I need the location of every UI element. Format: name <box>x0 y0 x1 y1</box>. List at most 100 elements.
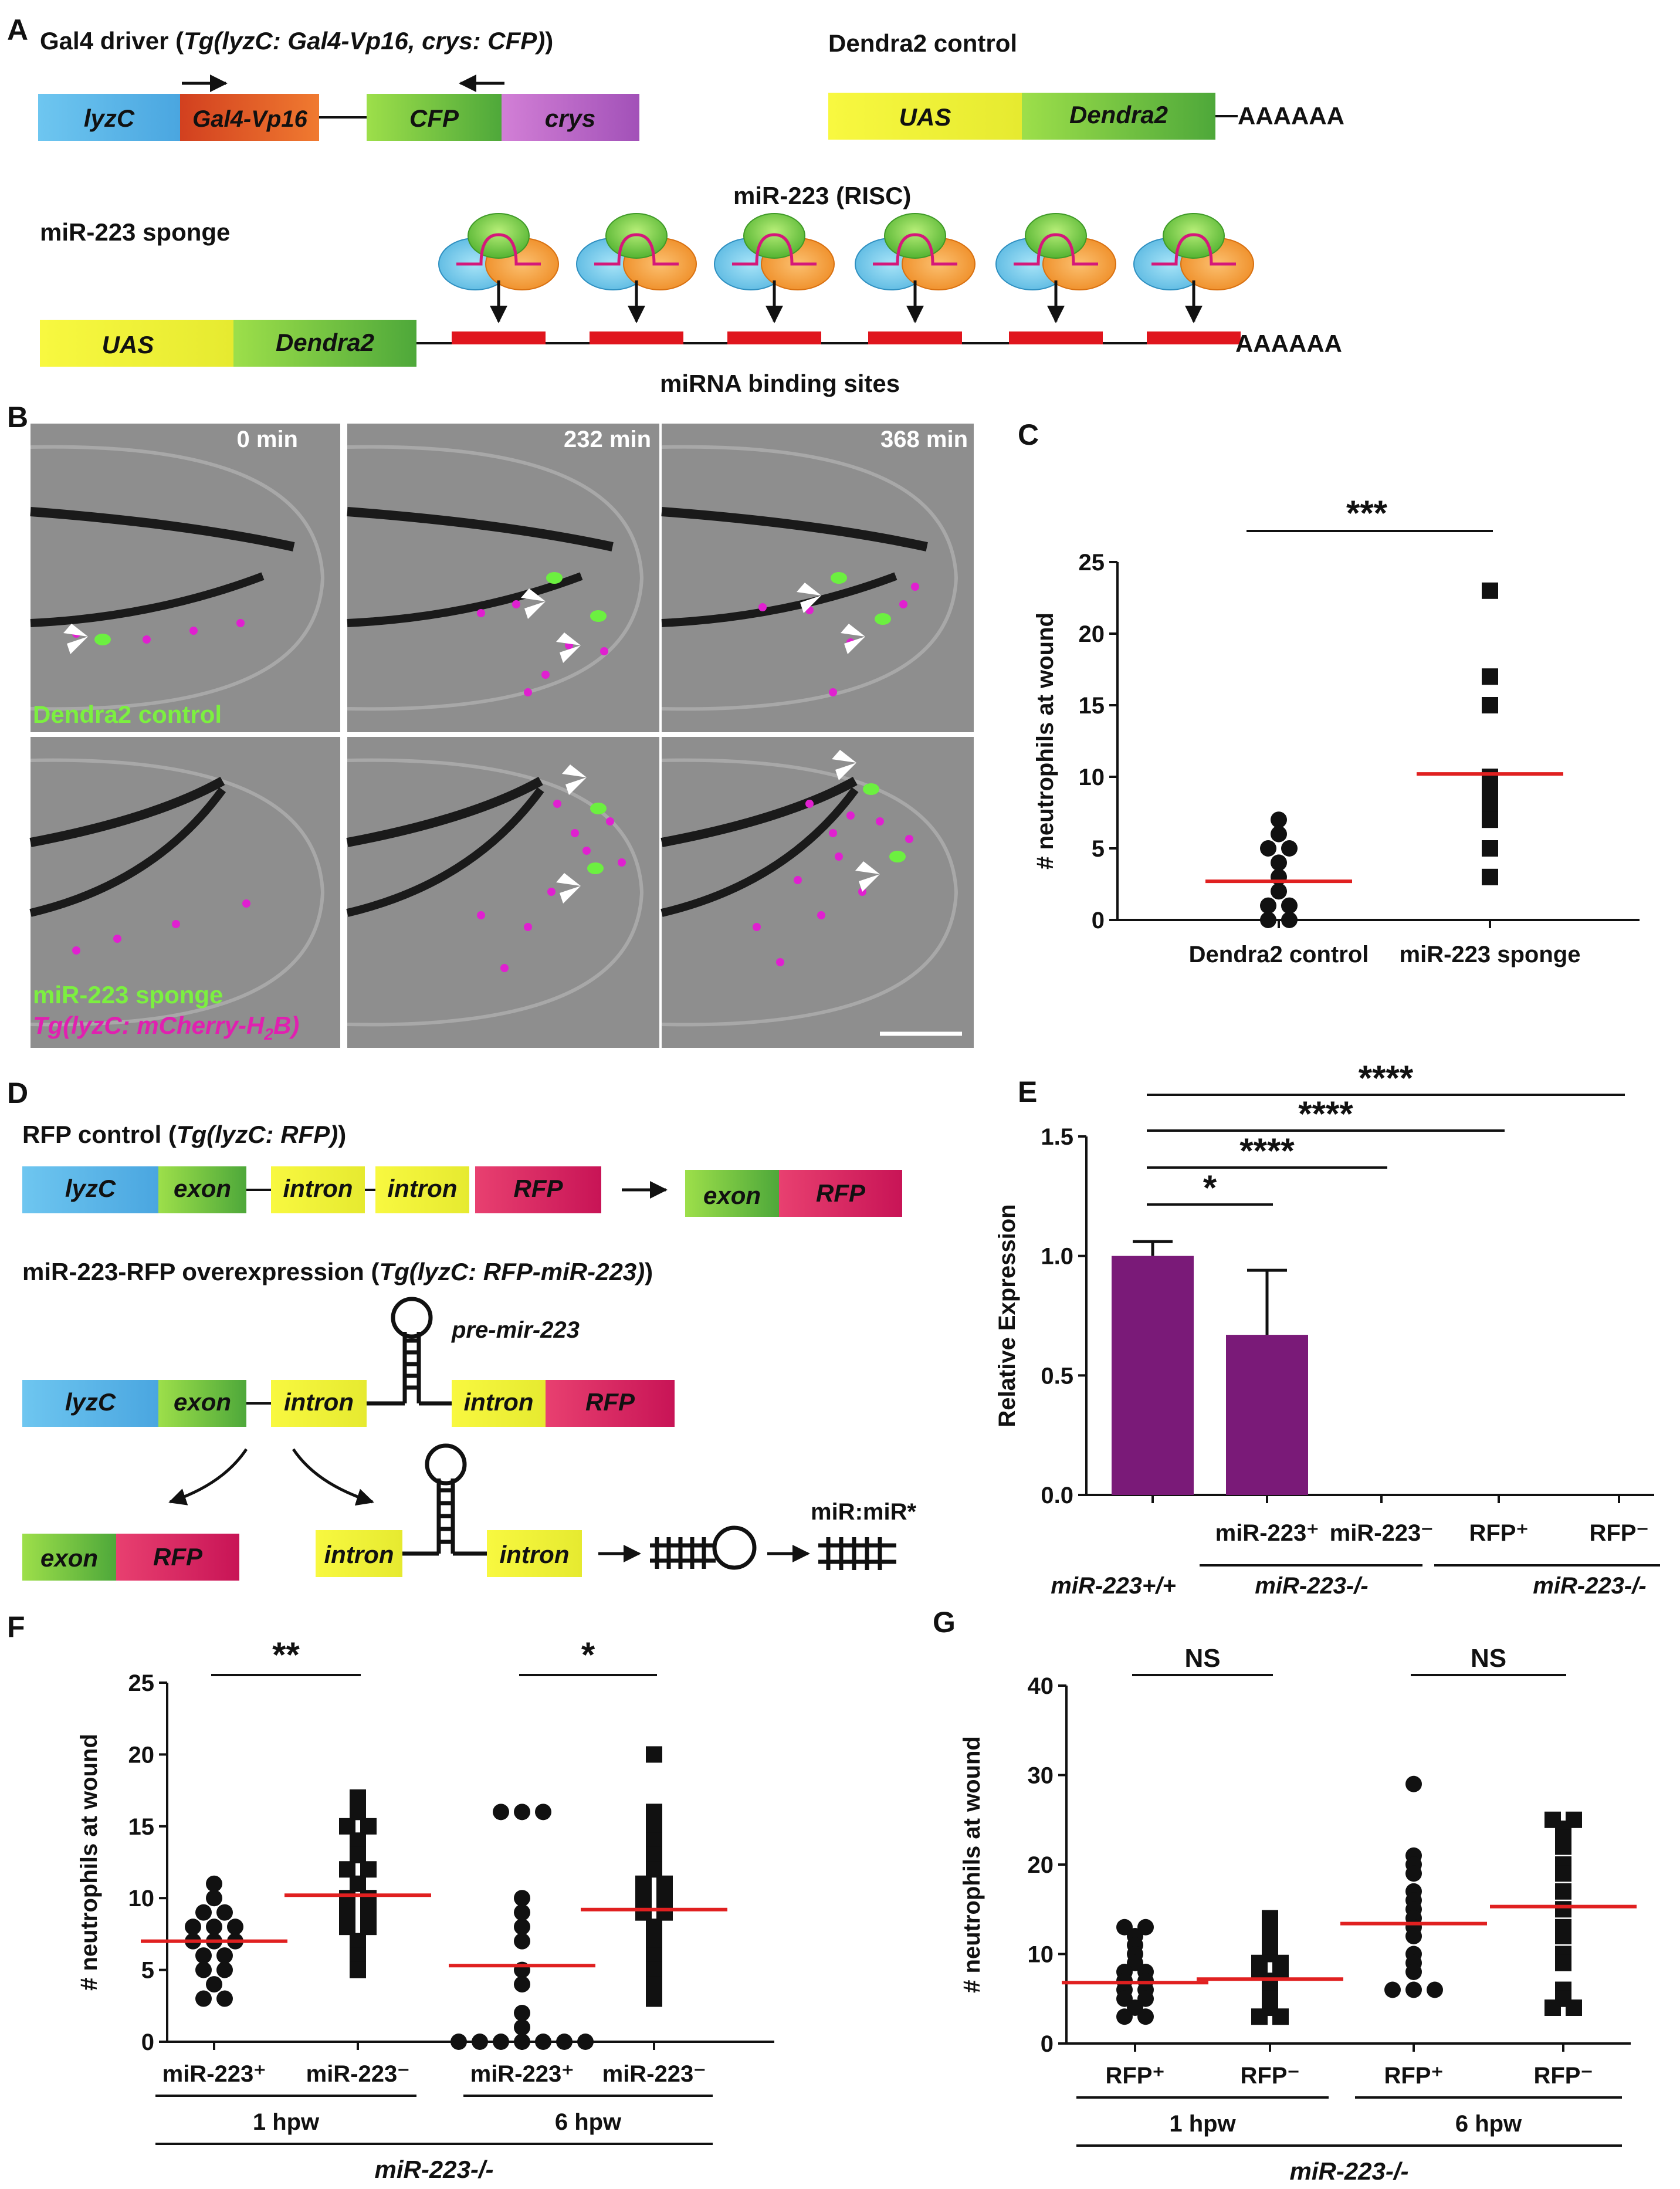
panel-label-g: G <box>933 1606 956 1639</box>
f-y-label: # neutrophils at wound <box>76 1734 102 1991</box>
c-0-point-2 <box>1260 840 1276 857</box>
g-3-point-6 <box>1555 1865 1571 1882</box>
f-3-point-6 <box>635 1875 652 1892</box>
panel-b: B 0 min 232 min 368 min Dendra2 control … <box>7 401 974 1048</box>
arrowhead-r2-c2-1 <box>556 873 581 904</box>
c-1-point-3 <box>1482 769 1498 785</box>
panel-e: E 0.0 0.5 1.0 1.5 Relative Expression miR-223… <box>994 1058 1660 1599</box>
pigment-lower-r2-c1 <box>29 787 226 917</box>
g-2-point-3 <box>1405 1865 1422 1882</box>
micrograph-r1-c2 <box>347 424 659 732</box>
panel-label-f: F <box>7 1611 25 1643</box>
g-xlabel-1: RFP⁻ <box>1240 2063 1299 2089</box>
mirna-strand-0 <box>456 233 541 266</box>
rfp-construct-box-5 <box>375 1166 469 1213</box>
c-0-point-3 <box>1281 840 1298 857</box>
panel-a: A Gal4 driver (Tg(lyzC: Gal4-Vp16, crys:… <box>7 13 1344 397</box>
f-1-point-5 <box>350 1846 366 1863</box>
dendra-cell-r2-c3-1 <box>889 851 906 862</box>
product2-intron-a <box>316 1530 402 1577</box>
g-2-point-14 <box>1405 1981 1422 1998</box>
rfp-construct-label-3: intron <box>283 1175 353 1202</box>
mcherry-cell-r1-c3-4 <box>899 600 907 608</box>
f-0-point-1 <box>206 1890 222 1907</box>
binding-site-2 <box>727 331 821 344</box>
e-group-label-wt: miR-223+/+ <box>1051 1573 1176 1599</box>
g-sig-label-1: NS <box>1471 1644 1506 1673</box>
fin-outline-r2-c1 <box>30 758 325 1027</box>
pigment-lower-r2-c2 <box>346 787 544 917</box>
f-3-point-3 <box>646 1832 662 1849</box>
f-ytick-label-1: 5 <box>141 1958 154 1984</box>
sponge-polya: AAAAAA <box>1235 330 1342 357</box>
binding-sites-label: miRNA binding sites <box>660 370 900 397</box>
mir-duplex-label: miR:miR* <box>811 1499 916 1525</box>
arrowhead-r1-c3-0 <box>797 583 821 613</box>
mcherry-cell-r2-c1-0 <box>72 946 80 955</box>
mirna-strand-2 <box>732 233 817 266</box>
c-xlabel-0: Dendra2 control <box>1189 942 1369 967</box>
fin-outline-r1-c3 <box>661 445 958 711</box>
c-0-point-6 <box>1271 883 1287 900</box>
e-ytick-label-0: 0.0 <box>1041 1483 1073 1508</box>
chart-f: 0 5 10 15 20 25 # neutrophils at wound miR-223⁺… <box>76 1635 774 2183</box>
f-1-point-11 <box>339 1904 355 1921</box>
f-ytick-label-4: 20 <box>128 1742 155 1768</box>
micrograph-r2-c3 <box>662 737 974 1048</box>
f-sig-label-1: * <box>581 1635 595 1674</box>
f-3-point-14 <box>646 1947 662 1964</box>
f-time-label-2: 6 hpw <box>555 2109 622 2135</box>
mcherry-cell-r2-c3-9 <box>776 958 784 966</box>
g-2-point-0 <box>1405 1775 1422 1792</box>
over-construct-box-1 <box>158 1380 246 1427</box>
rfp-construct-box-3 <box>271 1166 365 1213</box>
g-3-point-7 <box>1555 1883 1571 1900</box>
mcherry-cell-r1-c2-5 <box>524 688 532 696</box>
binding-site-1 <box>590 331 683 344</box>
c-0-point-1 <box>1271 825 1287 843</box>
sponge-title: miR-223 sponge <box>40 218 230 246</box>
rfp-construct-label-0: lyzC <box>65 1175 116 1202</box>
f-1-point-9 <box>339 1890 355 1907</box>
mcherry-cell-r2-c2-2 <box>582 847 591 855</box>
g-xlabel-3: RFP⁻ <box>1533 2063 1593 2089</box>
rfp-title: RFP control (Tg(lyzC: RFP)) <box>22 1121 346 1148</box>
mcherry-cell-r2-c2-1 <box>571 829 579 837</box>
arrowhead-r2-c3-0 <box>832 750 856 780</box>
overexpression-construct: lyzC exon intron intron RFP <box>22 1380 675 1427</box>
panel-f: F 0 5 10 15 20 25 # neutrophils at wound miR-22… <box>7 1611 774 2183</box>
splice-arrow-left <box>168 1448 248 1505</box>
mcherry-cell-r2-c3-1 <box>829 829 837 837</box>
f-3-point-7 <box>656 1875 673 1892</box>
c-0-point-0 <box>1271 811 1287 828</box>
dendra-cell-r1-c3-0 <box>831 572 847 584</box>
risc-label: miR-223 (RISC) <box>733 182 911 209</box>
g-ytick-label-2: 20 <box>1028 1852 1054 1878</box>
f-2-point-6 <box>514 1933 530 1950</box>
f-3-point-11 <box>656 1904 673 1921</box>
crys-box <box>502 94 639 141</box>
dendra-cell-r2-c2-1 <box>587 862 604 874</box>
row1-label: Dendra2 control <box>33 701 222 728</box>
f-sig-label-0: ** <box>272 1635 300 1674</box>
e-group-label-ko1: miR-223-/- <box>1255 1573 1368 1599</box>
fin-outline-r1-c2 <box>347 445 644 711</box>
arrowhead-r1-c3-1 <box>841 624 865 654</box>
mirna-strand-4 <box>1014 233 1098 266</box>
pigment-upper-r1-c2 <box>347 507 614 552</box>
micrograph-r1-c1 <box>31 424 340 732</box>
f-2-point-9 <box>514 2005 530 2022</box>
mcherry-cell-r2-c2-8 <box>477 911 485 919</box>
f-2-point-16 <box>556 2034 573 2050</box>
f-2-point-11 <box>451 2034 467 2050</box>
e-sig-label-1: **** <box>1239 1131 1295 1170</box>
g-ytick-label-1: 10 <box>1028 1942 1054 1968</box>
f-0-point-3 <box>216 1904 233 1921</box>
mcherry-cell-r1-c2-0 <box>477 609 485 617</box>
f-ytick-label-2: 10 <box>128 1886 155 1911</box>
f-3-point-5 <box>646 1861 662 1878</box>
panel-c: C 0 5 10 15 20 25 # neutrophils at wound Dendra… <box>1018 418 1640 967</box>
fin-outline-r2-c3 <box>661 758 958 1027</box>
micrograph-r2-c2 <box>347 737 659 1048</box>
